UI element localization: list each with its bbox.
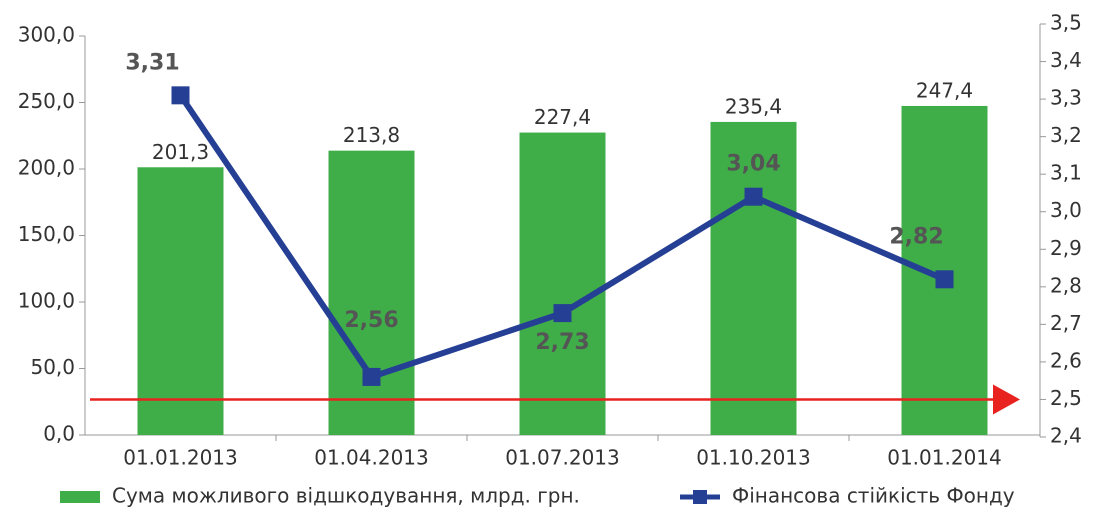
y2-tick-label: 2,7 <box>1050 311 1082 335</box>
y2-tick-label: 3,5 <box>1050 11 1082 35</box>
y-tick-label: 100,0 <box>18 289 75 313</box>
line-value-label: 2,82 <box>889 224 943 249</box>
x-tick-label: 01.01.2013 <box>123 446 238 470</box>
line-value-label: 3,04 <box>726 152 780 177</box>
line-marker <box>171 86 190 105</box>
y2-tick-label: 3,4 <box>1050 48 1082 72</box>
legend-label: Фінансова стійкість Фонду <box>732 484 1015 508</box>
y-tick-label: 250,0 <box>18 89 75 113</box>
y-tick-label: 200,0 <box>18 156 75 180</box>
y2-tick-label: 3,0 <box>1050 198 1082 222</box>
y2-tick-label: 3,3 <box>1050 86 1082 110</box>
bar-value-label: 247,4 <box>916 78 973 102</box>
y2-tick-label: 2,9 <box>1050 236 1082 260</box>
y2-tick-label: 2,8 <box>1050 273 1082 297</box>
legend-label: Сума можливого відшкодування, млрд. грн. <box>112 484 580 508</box>
legend-swatch <box>60 491 100 503</box>
line-marker <box>935 270 954 289</box>
y2-tick-label: 3,1 <box>1050 161 1082 185</box>
y-tick-label: 300,0 <box>18 23 75 47</box>
line-value-label: 2,56 <box>344 308 398 333</box>
bar-value-label: 235,4 <box>725 94 782 118</box>
x-tick-label: 01.10.2013 <box>696 446 811 470</box>
line-marker <box>362 367 381 386</box>
bar <box>328 150 415 435</box>
x-tick-label: 01.04.2013 <box>314 446 429 470</box>
line-marker <box>553 304 572 323</box>
y-tick-label: 50,0 <box>30 355 75 379</box>
bar-value-label: 227,4 <box>534 105 591 129</box>
y-tick-label: 0,0 <box>43 422 75 446</box>
bar <box>519 132 606 436</box>
bar-value-label: 201,3 <box>152 140 209 164</box>
reference-arrow <box>993 384 1020 415</box>
y2-tick-label: 2,4 <box>1050 424 1082 448</box>
bar <box>137 167 224 435</box>
bar-value-label: 213,8 <box>343 123 400 147</box>
line-value-label: 3,31 <box>125 50 179 75</box>
legend-marker <box>693 490 707 504</box>
bar <box>710 121 797 435</box>
line-value-label: 2,73 <box>535 330 589 355</box>
x-tick-label: 01.07.2013 <box>505 446 620 470</box>
y2-tick-label: 2,6 <box>1050 348 1082 372</box>
line-marker <box>744 187 763 206</box>
y-tick-label: 150,0 <box>18 222 75 246</box>
y2-tick-label: 3,2 <box>1050 123 1082 147</box>
x-tick-label: 01.01.2014 <box>887 446 1002 470</box>
y2-tick-label: 2,5 <box>1050 386 1082 410</box>
